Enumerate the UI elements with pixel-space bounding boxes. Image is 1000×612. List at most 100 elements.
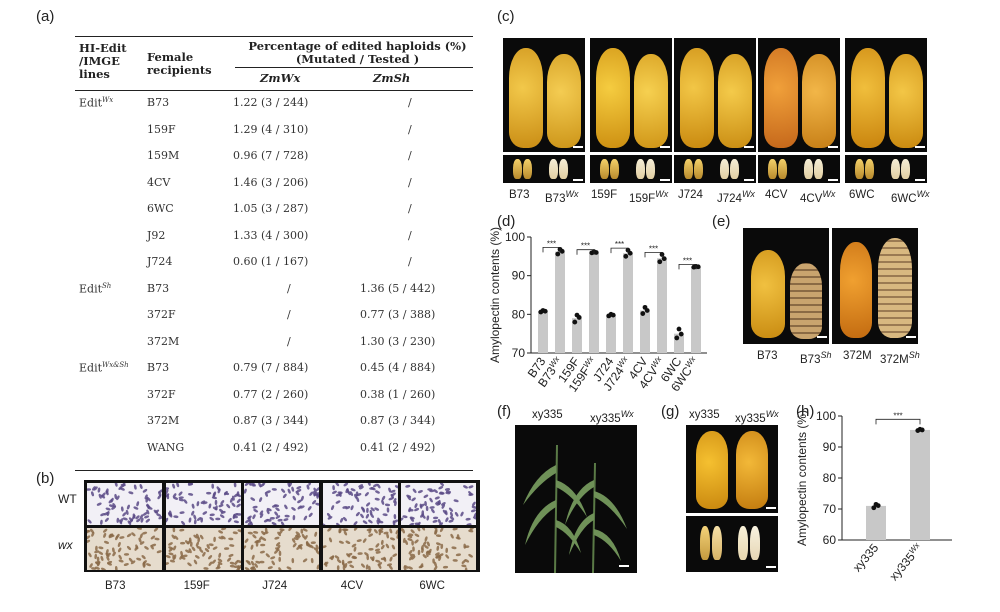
table-zmsh-value: /	[408, 255, 412, 268]
photo-e-372m	[832, 228, 918, 344]
ear-label-base: 159F	[591, 189, 618, 201]
table-zmsh-value: 0.87 (3 / 344)	[360, 414, 436, 427]
significance-label: ***	[649, 244, 658, 253]
table-zmwx-value: 0.41 (2 / 492)	[233, 440, 309, 454]
kernel-image	[646, 159, 655, 179]
ear-image	[764, 48, 798, 148]
photo-c-ears	[758, 38, 840, 152]
staining-image	[322, 483, 398, 525]
table-line-base: Edit	[79, 361, 103, 375]
staining-image	[401, 483, 477, 525]
table-zmwx-value: 0.77 (2 / 260)	[233, 387, 309, 401]
photo-c-ears	[674, 38, 756, 152]
kernel-image	[549, 159, 558, 179]
staining-image	[165, 528, 241, 570]
data-point	[919, 427, 925, 433]
kernel-image	[694, 159, 703, 179]
category-label: xy335Wx	[887, 540, 926, 583]
col-label-4cv: 4CV	[340, 580, 364, 592]
table-line-sup: Wx	[102, 96, 114, 104]
table-zmsh-value: 0.41 (2 / 492)	[360, 440, 436, 454]
photo-c-kernels	[758, 155, 840, 183]
kernel-image	[610, 159, 619, 179]
kernel-image	[865, 159, 874, 179]
ear-label-base: 159F	[629, 192, 656, 205]
ear-label: 159FWx	[629, 189, 668, 205]
y-tick-label: 100	[816, 410, 836, 423]
bar	[640, 310, 650, 353]
panel-label-e: (e)	[712, 213, 731, 230]
kernel-image	[778, 159, 787, 179]
y-tick-label: 100	[505, 230, 525, 244]
bar	[623, 253, 633, 353]
maize-plants-icon	[523, 444, 629, 573]
table-zmsh-value: /	[408, 96, 412, 109]
y-tick-label: 70	[823, 502, 837, 516]
ear-label-base: xy335	[735, 412, 766, 425]
significance-bracket	[576, 249, 595, 255]
table-line-name: EditWx&Sh	[79, 361, 129, 375]
panel-label-b: (b)	[36, 470, 55, 487]
photo-g-ears	[686, 425, 778, 513]
data-point	[871, 505, 877, 511]
staining-image	[244, 528, 320, 570]
data-point	[627, 250, 633, 256]
kernel-image	[523, 159, 532, 179]
subheader-zmwx: ZmWx	[260, 71, 301, 85]
significance-bracket	[875, 418, 921, 425]
kernel-image	[804, 159, 813, 179]
ear-label-base: 4CV	[765, 189, 788, 201]
significance-bracket	[678, 263, 697, 270]
table-zmwx-value: 1.29 (4 / 310)	[233, 122, 309, 136]
data-point	[623, 253, 629, 259]
ear-image	[851, 48, 885, 148]
table-zmsh-value: /	[408, 175, 412, 189]
ear-label: 4CV	[765, 189, 787, 201]
table-zmwx-value: 0.79 (7 / 884)	[233, 361, 309, 374]
table-recipient: 4CV	[147, 175, 171, 189]
ear-label-sup: Sh	[820, 350, 832, 360]
ear-label-base: xy335	[689, 409, 720, 421]
table-line-base: Edit	[79, 96, 103, 110]
ear-label-base: 6WC	[849, 189, 875, 201]
ear-image	[634, 54, 668, 148]
y-tick-label: 60	[823, 533, 837, 547]
table-recipient: J724	[147, 255, 173, 268]
staining-image	[165, 483, 241, 525]
y-axis-label: Amylopectin contents (%)	[795, 410, 809, 546]
table-zmsh-value: 0.77 (3 / 388)	[360, 308, 436, 321]
data-point	[875, 503, 881, 508]
bar	[606, 315, 616, 353]
table-line-name: EditWx	[79, 96, 113, 110]
data-point	[542, 308, 548, 314]
significance-label: ***	[683, 256, 692, 265]
y-tick-label: 80	[512, 307, 526, 321]
subheader-rule	[235, 67, 473, 68]
scale-bar	[744, 146, 754, 148]
significance-bracket	[644, 252, 663, 258]
kernel-image	[559, 159, 568, 179]
table-line-base: Edit	[79, 282, 103, 296]
photo-c-ears	[590, 38, 672, 152]
ear-label-base: 4CV	[800, 192, 823, 205]
data-point	[644, 308, 650, 313]
ear-label-base: 372M	[880, 353, 909, 366]
ear-label-base: 372M	[843, 350, 872, 362]
photo-c-kernels	[845, 155, 927, 183]
staining-image	[87, 528, 162, 570]
col-label-j724: J724	[262, 580, 288, 592]
ear-label-base: B73	[545, 192, 566, 205]
table-recipient: WANG	[147, 440, 185, 454]
ear-image	[718, 54, 752, 148]
bar	[657, 258, 667, 353]
staining-image	[322, 528, 398, 570]
y-tick-label: 80	[823, 471, 837, 485]
table-zmsh-value: /	[408, 149, 412, 162]
ear-label-base: B73	[757, 350, 778, 362]
bar	[538, 311, 548, 353]
ear-label-base: J724	[678, 189, 703, 201]
y-tick-label: 90	[512, 269, 526, 283]
scale-bar	[660, 179, 670, 181]
ear-label-sup: Wx	[565, 189, 579, 199]
data-point	[695, 264, 701, 270]
